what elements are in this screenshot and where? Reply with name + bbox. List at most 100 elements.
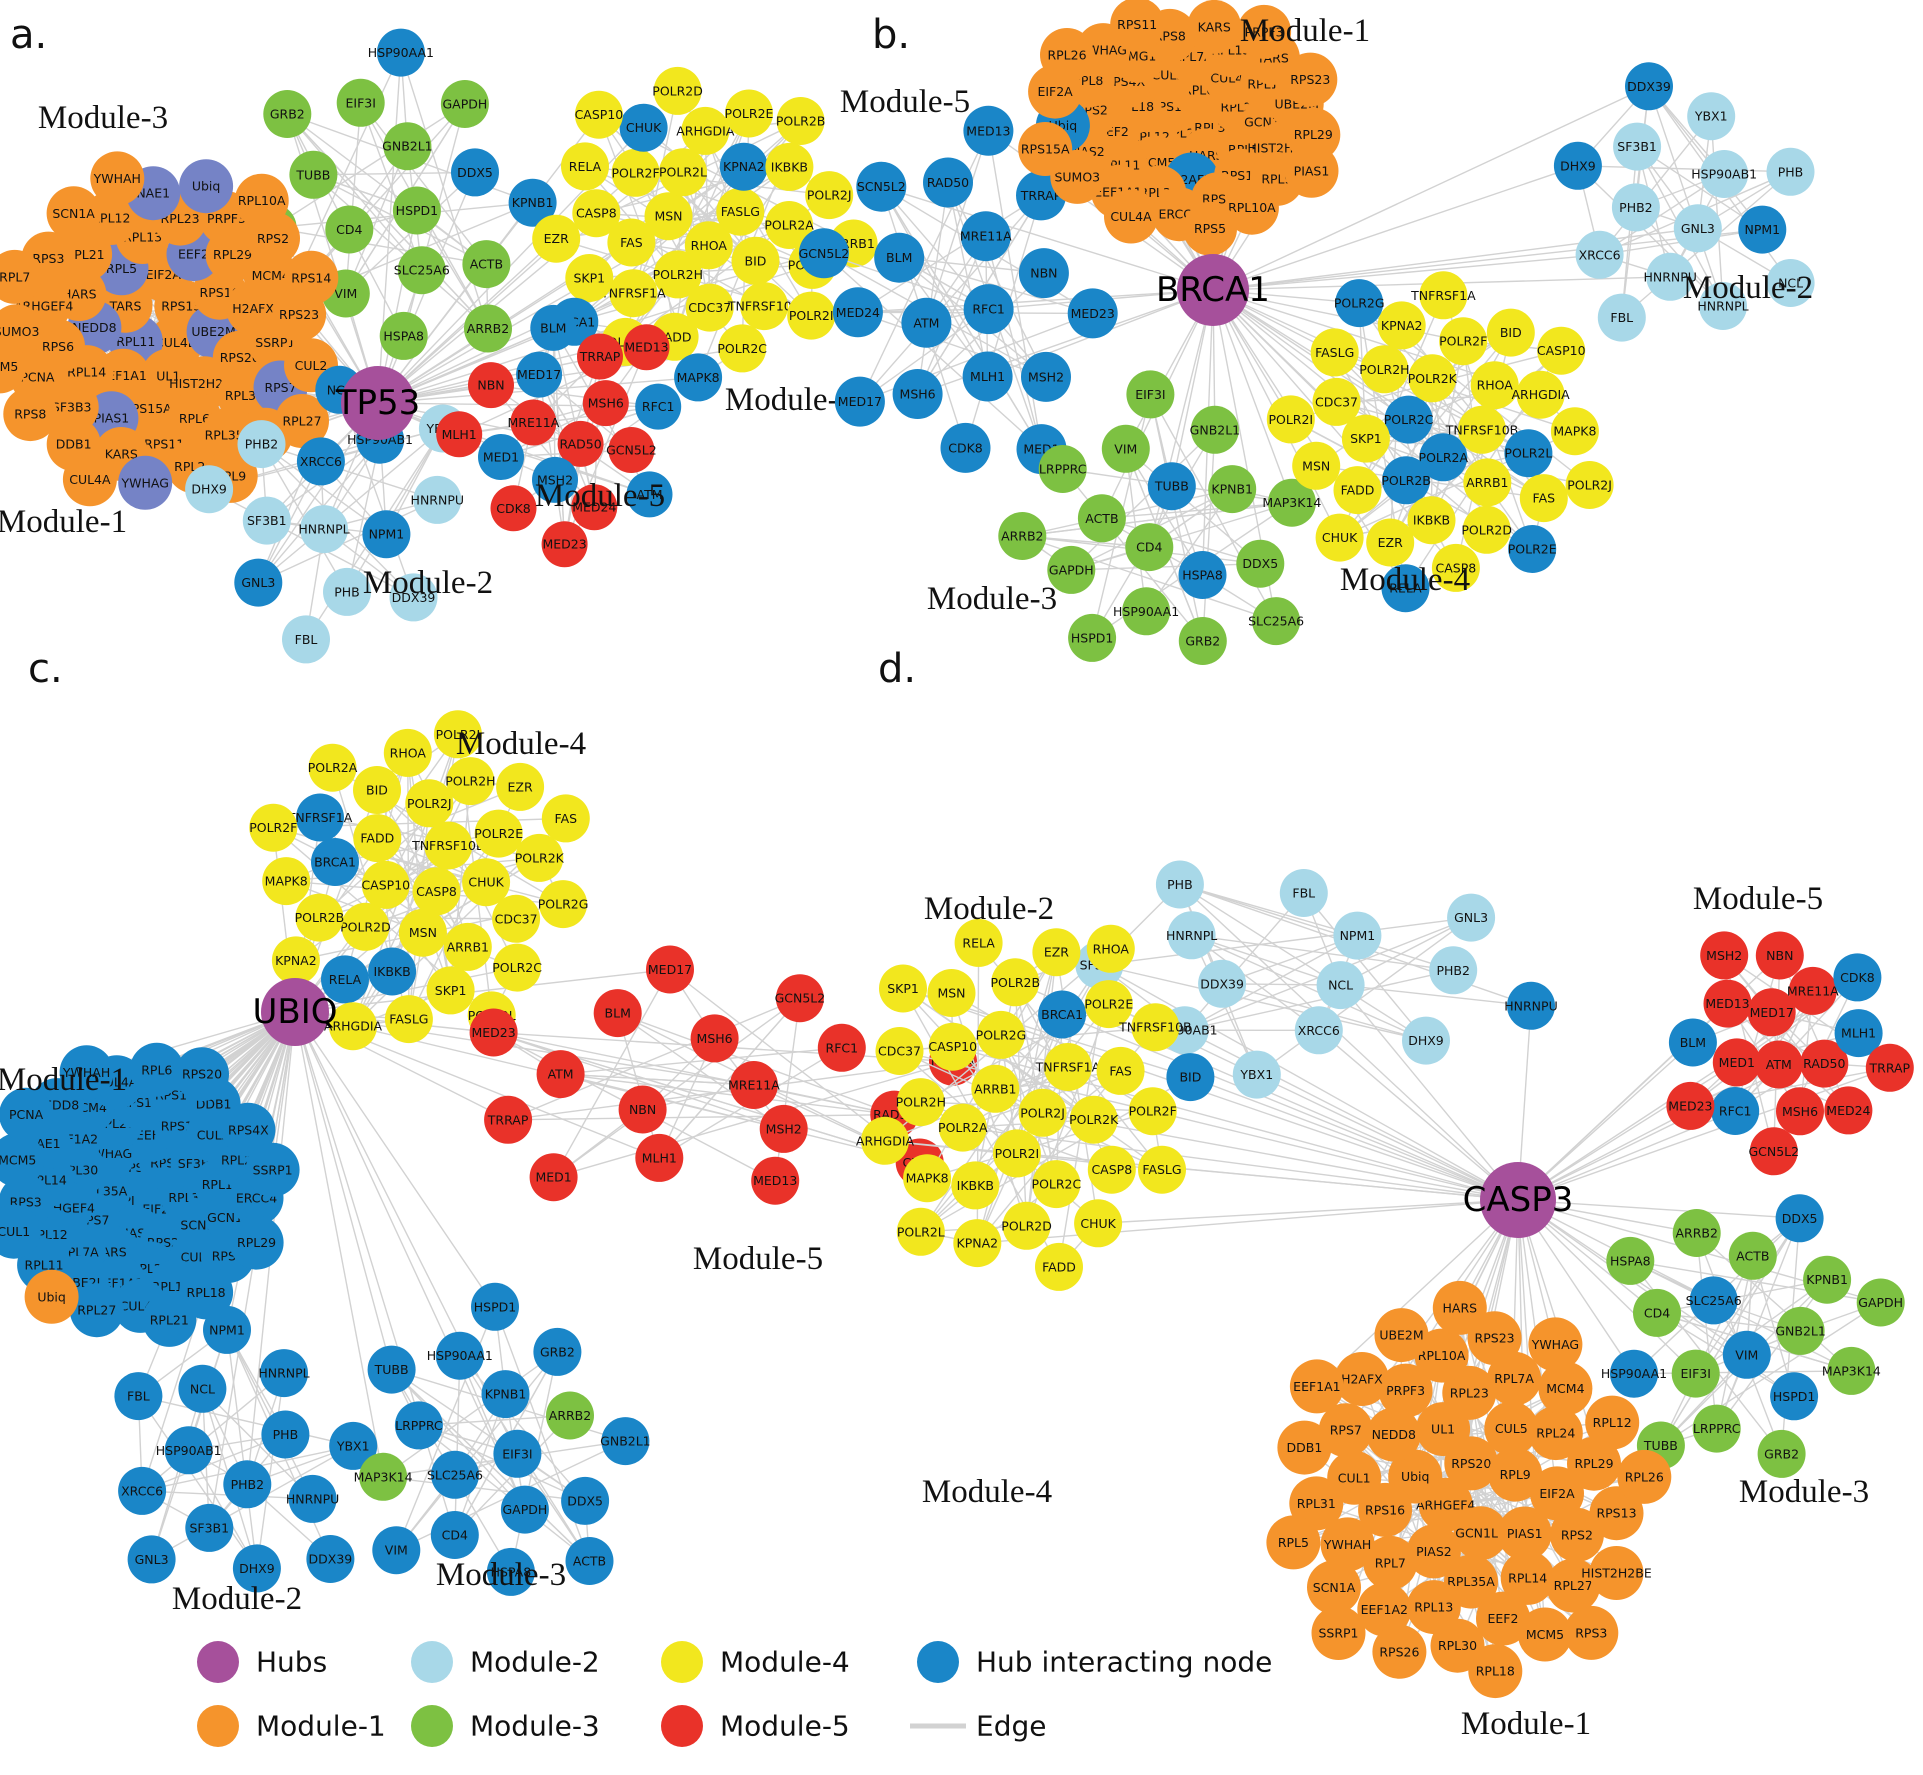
- gene-node: [1671, 1349, 1720, 1398]
- gene-node: [539, 880, 588, 929]
- gene-node-label: GRB2: [1764, 1446, 1799, 1461]
- gene-node-label: CDK8: [948, 440, 983, 455]
- gene-node-label: MSH2: [766, 1121, 802, 1136]
- gene-node: [1038, 445, 1087, 493]
- gene-node-label: RPS13: [161, 299, 201, 314]
- edge: [859, 308, 990, 403]
- gene-node: [561, 142, 609, 191]
- gene-node: [242, 496, 291, 545]
- gene-node-label: RPL5: [1278, 1535, 1309, 1550]
- gene-node-label: POLR2J: [1020, 1105, 1065, 1120]
- gene-node-label: POLR2F: [249, 820, 297, 835]
- legend-label: Module-2: [470, 1646, 600, 1679]
- gene-node: [875, 1027, 924, 1075]
- gene-node-label: GCN5L2: [1748, 1144, 1799, 1159]
- gene-node-label: SKP1: [573, 271, 605, 286]
- gene-node: [1327, 1450, 1382, 1505]
- gene-node: [1633, 1288, 1681, 1337]
- gene-node: [1546, 1558, 1601, 1613]
- gene-node: [609, 269, 658, 318]
- gene-node-label: MLH1: [1841, 1026, 1876, 1041]
- gene-node: [998, 512, 1047, 560]
- gene-node-label: NEDD8: [72, 320, 116, 335]
- gene-node-label: RELA: [962, 935, 995, 950]
- edge: [508, 1113, 895, 1121]
- gene-node-label: GCN5L2: [606, 443, 657, 458]
- gene-node-label: RHOA: [1093, 941, 1130, 956]
- gene-node-label: CUL4B: [155, 335, 196, 350]
- gene-node: [582, 380, 629, 427]
- gene-node: [1613, 122, 1662, 171]
- edge: [1303, 892, 1427, 1042]
- gene-node: [1018, 122, 1073, 176]
- gene-node: [394, 1401, 443, 1450]
- gene-node: [1284, 143, 1339, 198]
- gene-node: [1528, 1406, 1583, 1461]
- hub-label: CASP3: [1463, 1180, 1574, 1220]
- gene-node-label: RFC1: [826, 1040, 859, 1055]
- gene-node-label: MSH2: [1706, 948, 1742, 963]
- gene-node: [896, 1078, 945, 1127]
- gene-node-label: RPL35A: [1447, 1574, 1495, 1589]
- edge: [454, 1393, 507, 1536]
- gene-node-label: MAPK8: [1553, 424, 1596, 439]
- gene-node-label: ATM: [636, 487, 662, 502]
- gene-node: [271, 936, 320, 985]
- edge: [916, 235, 987, 395]
- hub-label: BRCA1: [1156, 270, 1270, 310]
- gene-node-label: RPL7A: [1494, 1371, 1534, 1386]
- gene-node-label: HSP90AB1: [1691, 167, 1757, 182]
- gene-node-label: CHUK: [468, 875, 504, 890]
- gene-node: [341, 902, 390, 951]
- gene-node-label: DHX9: [1560, 158, 1596, 173]
- gene-node: [1110, 0, 1165, 52]
- gene-node-label: SCN5L2: [857, 179, 906, 194]
- gene-node: [1476, 1591, 1530, 1646]
- gene-node-label: POLR2L: [1504, 446, 1552, 461]
- gene-node-label: RPL29: [1294, 127, 1333, 142]
- gene-node: [1104, 189, 1158, 244]
- edge: [1648, 86, 1724, 307]
- gene-node-label: EIF2A: [1037, 84, 1073, 99]
- gene-node-label: HSPD1: [1071, 630, 1113, 645]
- gene-node-label: GNL3: [1454, 910, 1488, 925]
- gene-node: [1267, 478, 1316, 527]
- edge: [1149, 394, 1204, 642]
- edge: [1099, 964, 1427, 1042]
- gene-node-label: POLR2D: [1461, 522, 1512, 537]
- gene-node-label: MLH1: [970, 369, 1005, 384]
- edge: [346, 428, 444, 593]
- gene-node-label: CDC37: [1315, 394, 1358, 409]
- gene-node-label: TRRAP: [487, 1112, 529, 1127]
- gene-node: [892, 369, 943, 419]
- gene-node: [635, 1133, 684, 1182]
- gene-node-label: RPL7: [1375, 1555, 1406, 1570]
- hub-edge: [294, 1011, 519, 1455]
- module-label: Module-5: [1693, 881, 1823, 917]
- gene-node-label: DDX39: [1627, 79, 1671, 94]
- edge: [1696, 1232, 1718, 1429]
- hub-edge: [1212, 165, 1579, 291]
- gene-node-label: POLR2K: [1069, 1112, 1119, 1127]
- gene-node: [1666, 1081, 1715, 1130]
- gene-node-label: TNFRSF1A: [1410, 288, 1476, 303]
- gene-node: [1442, 1365, 1497, 1420]
- hub-edge: [294, 1011, 456, 1536]
- gene-node-label: ACTB: [1736, 1248, 1769, 1263]
- gene-node-label: RPS20: [220, 350, 260, 365]
- gene-node-label: SSRP1: [255, 335, 295, 350]
- gene-node: [323, 567, 371, 616]
- gene-node-label: EZR: [508, 779, 533, 794]
- gene-node: [353, 766, 401, 814]
- gene-node-label: EZR: [1044, 945, 1069, 960]
- gene-node-label: MED23: [542, 537, 586, 552]
- edge: [345, 145, 409, 294]
- gene-node-label: BRCA1: [314, 855, 356, 870]
- gene-node: [1711, 1087, 1760, 1135]
- gene-node: [1311, 1606, 1366, 1660]
- edge: [454, 1355, 461, 1536]
- gene-node: [0, 1087, 54, 1142]
- edge: [286, 113, 423, 271]
- gene-node-label: VIM: [385, 1543, 408, 1558]
- gene-node: [1357, 1582, 1412, 1637]
